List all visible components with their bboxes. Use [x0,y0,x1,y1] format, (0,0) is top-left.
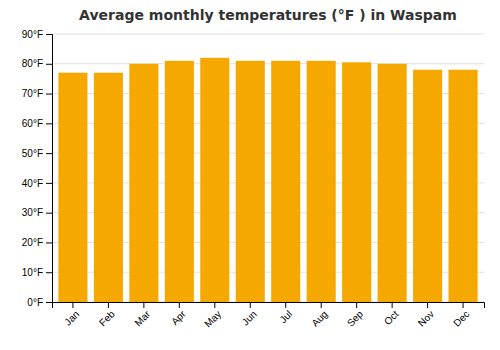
x-tick: Apr [169,302,188,327]
bar [94,73,123,302]
y-tick: 60°F [22,118,52,129]
x-tick-mark [214,302,215,308]
chart: Jan Feb Mar Apr May Jun Jul Aug Sep Oct Nov Dec 0°F 1… [0,0,500,350]
y-tick-label: 50°F [22,148,43,159]
x-tick-label: Sep [345,308,366,329]
axis-line [46,35,53,303]
x-tick-label: Jun [240,308,259,327]
y-tick-mark [46,242,52,243]
y-tick-mark [46,183,52,184]
x-tick: Sep [345,302,366,329]
y-tick-mark [46,272,52,273]
x-tick-mark [179,302,180,308]
plot: Jan Feb Mar Apr May Jun Jul Aug Sep Oct Nov Dec 0°F 1… [22,29,485,330]
y-tick: 10°F [22,267,52,278]
x-tick-label: Nov [416,308,436,328]
x-tick-mark [285,302,286,308]
x-tick-label: Mar [132,308,152,328]
x-tick-label: Jul [277,308,294,325]
bar [236,61,265,302]
bar [378,64,407,302]
bar [271,61,300,302]
y-tick-label: 90°F [22,29,43,40]
x-tick: Feb [97,302,117,328]
title: Average monthly temperatures (°F ) in Wa… [79,7,457,23]
y-tick-mark [46,64,52,65]
y-tick-label: 0°F [27,297,43,308]
x-tick-label: May [202,308,223,329]
y-tick-mark [46,34,52,35]
x-tick-label: Apr [169,308,188,327]
bar [200,58,229,302]
bar [58,73,87,302]
x-tick-mark [108,302,109,308]
x-tick-mark [72,302,73,308]
x-tick: Jun [240,302,259,328]
y-tick: 70°F [22,88,52,99]
y-axis: 0°F 10°F 20°F 30°F 40°F 50°F 60°F 70°F 80°F 90°F [22,29,53,308]
x-tick: Jan [62,302,81,328]
bar [413,70,442,302]
x-tick-label: Jan [62,308,81,327]
x-tick-label: Oct [382,308,401,327]
x-tick-mark [392,302,393,308]
y-tick-label: 30°F [22,207,43,218]
x-tick: May [202,302,223,330]
bar [129,64,158,302]
y-tick-label: 20°F [22,237,43,248]
bar [307,61,336,302]
y-tick: 30°F [22,207,52,218]
y-tick: 40°F [22,178,52,189]
y-tick-label: 10°F [22,267,43,278]
y-tick-label: 40°F [22,178,43,189]
y-tick-mark [46,213,52,214]
x-tick-label: Feb [97,308,117,328]
y-tick-mark [46,153,52,154]
y-tick: 20°F [22,237,52,248]
x-tick-label: Dec [451,308,471,328]
x-tick-mark [250,302,251,308]
x-tick-mark [321,302,322,308]
x-axis: Jan Feb Mar Apr May Jun Jul Aug Sep Oct Nov Dec [53,302,485,330]
y-tick-label: 80°F [22,58,43,69]
grid [52,34,484,302]
y-tick-mark [46,123,52,124]
y-tick: 80°F [22,58,52,69]
x-tick: Jul [277,302,294,325]
axis-line [53,303,485,309]
x-tick-mark [427,302,428,308]
x-tick-label: Aug [309,308,329,328]
y-tick: 50°F [22,148,52,159]
x-tick: Aug [309,302,329,329]
y-tick-label: 60°F [22,118,43,129]
bars [58,58,477,302]
x-tick: Oct [382,302,401,327]
grid-line [52,34,484,35]
x-tick: Dec [451,302,471,329]
x-tick-mark [463,302,464,308]
y-tick-label: 70°F [22,88,43,99]
x-tick: Mar [132,302,152,328]
x-tick: Nov [416,302,436,329]
x-tick-mark [356,302,357,308]
y-tick: 0°F [27,297,52,308]
x-tick-mark [143,302,144,308]
y-tick-mark [46,302,52,303]
y-tick-mark [46,94,52,95]
bar [165,61,194,302]
grid-line [52,63,484,64]
bar [342,62,371,302]
y-tick: 90°F [22,29,52,40]
bar [449,70,478,302]
